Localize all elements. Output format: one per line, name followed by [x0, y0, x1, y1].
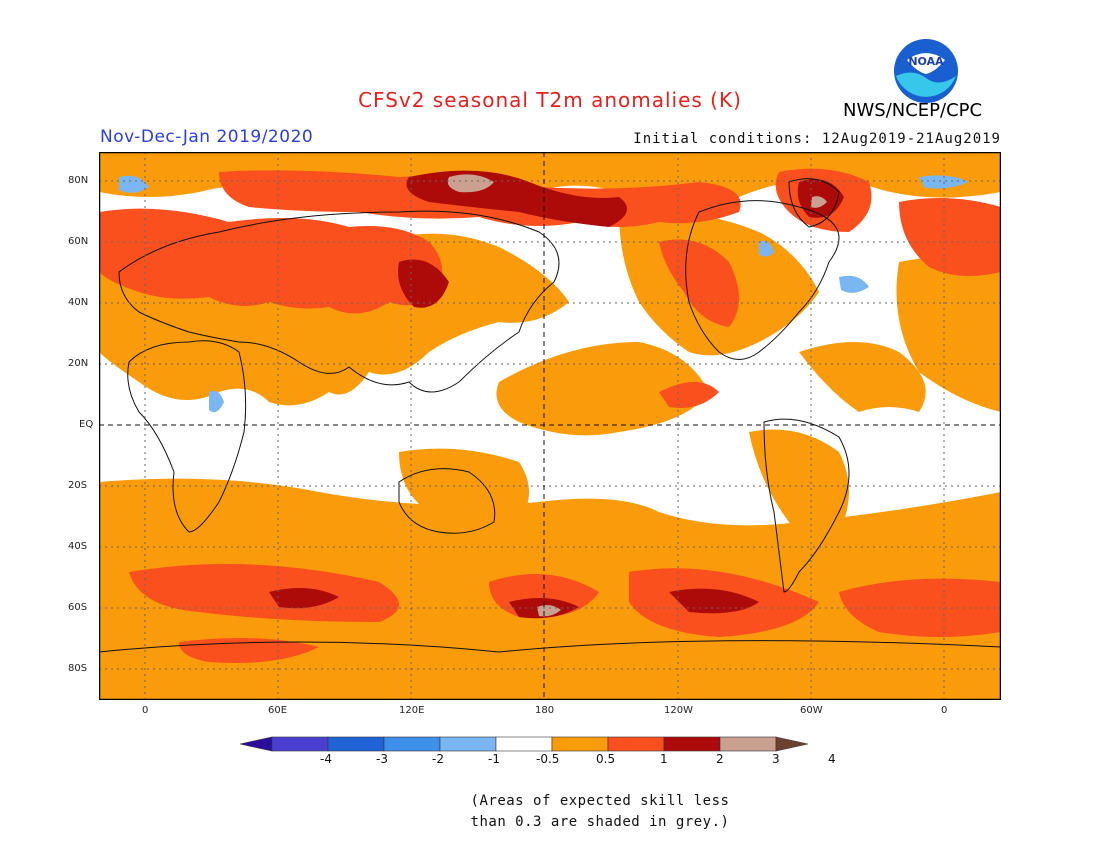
colorbar-tick-label: -3 [376, 752, 388, 766]
agency-label: NWS/NCEP/CPC [843, 100, 983, 121]
colorbar-tick-label: -2 [432, 752, 444, 766]
colorbar-segment [551, 736, 609, 752]
lon-label: 120E [399, 705, 425, 716]
logo-text: NOAA [908, 55, 944, 68]
colorbar-tick-label: 0.5 [596, 752, 616, 766]
lat-label: EQ [79, 419, 94, 430]
lon-label: 60W [800, 705, 823, 716]
colorbar-tick-label: -4 [320, 752, 332, 766]
colorbar-tick-label: 2 [716, 752, 724, 766]
lat-label: 80N [68, 175, 89, 186]
skill-note-line: (Areas of expected skill less [470, 793, 730, 809]
colorbar-tick-label: 1 [660, 752, 668, 766]
map-title: CFSv2 seasonal T2m anomalies (K) [358, 88, 742, 112]
colorbar-segment [607, 736, 665, 752]
lon-label: 180 [535, 705, 555, 716]
lon-label: 0 [142, 705, 149, 716]
colorbar-segment [439, 736, 497, 752]
colorbar-segment [271, 736, 329, 752]
colorbar-segment [383, 736, 441, 752]
colorbar-tick-label: -1 [488, 752, 500, 766]
lon-label: 120W [664, 705, 693, 716]
lat-label: 80S [68, 663, 88, 674]
skill-note: (Areas of expected skill less than 0.3 a… [420, 791, 780, 833]
map-canvas [99, 152, 1001, 700]
initial-conditions: Initial conditions: 12Aug2019-21Aug2019 [633, 131, 1001, 147]
lon-label: 60E [268, 705, 288, 716]
lat-label: 20S [68, 480, 88, 491]
colorbar-segment [239, 736, 273, 752]
map-frame [99, 152, 1001, 700]
colorbar-tick-label: 4 [828, 752, 836, 766]
lat-label: 60S [68, 602, 88, 613]
lat-label: 60N [68, 236, 89, 247]
equator-dateline [99, 152, 1001, 700]
colorbar-segment [775, 736, 809, 752]
graticule [99, 152, 1001, 700]
lat-label: 40S [68, 541, 88, 552]
forecast-period: Nov-Dec-Jan 2019/2020 [100, 127, 314, 147]
lat-label: 40N [68, 297, 89, 308]
colorbar-segment [495, 736, 553, 752]
colorbar-segment [327, 736, 385, 752]
colorbar [239, 736, 809, 752]
skill-note-line: than 0.3 are shaded in grey.) [470, 814, 730, 830]
colorbar-tick-label: -0.5 [536, 752, 560, 766]
lon-label: 0 [941, 705, 948, 716]
colorbar-segment [663, 736, 721, 752]
coastlines [99, 178, 1001, 653]
anomaly-shading-neg [119, 175, 969, 413]
noaa-logo-icon: NOAA [894, 39, 958, 103]
colorbar-tick-label: 3 [772, 752, 780, 766]
anomaly-map [99, 152, 1001, 700]
lat-label: 20N [68, 358, 89, 369]
colorbar-segment [719, 736, 777, 752]
